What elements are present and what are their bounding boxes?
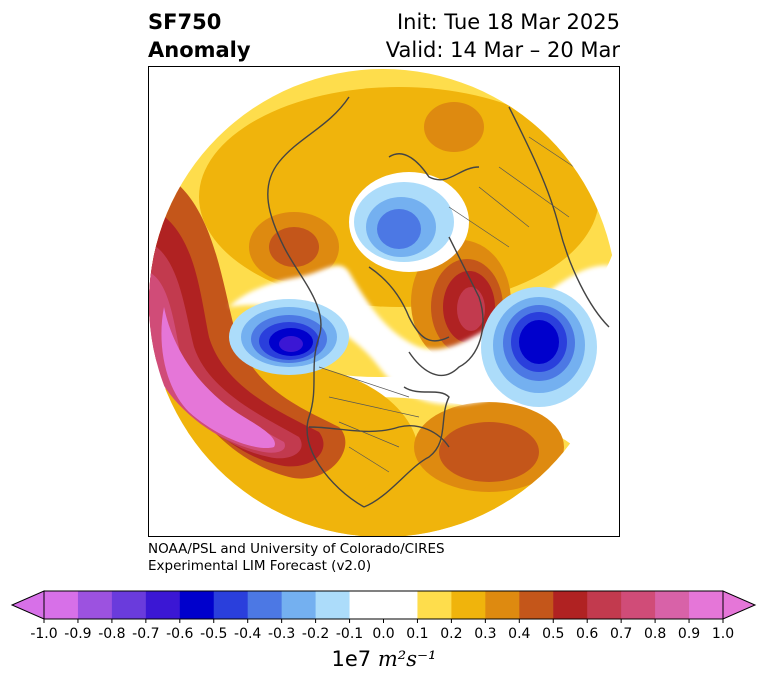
colorbar-tick-label: 0.2 <box>440 626 463 642</box>
colorbar-tick-label: 0.6 <box>576 626 599 642</box>
colorbar-swatch <box>281 591 317 619</box>
colorbar-swatch <box>417 591 452 619</box>
map-panel <box>148 66 620 537</box>
colorbar-swatch <box>145 591 181 619</box>
colorbar-tick-label: 0.3 <box>474 626 497 642</box>
units-expression: m²s⁻¹ <box>377 647 437 671</box>
colorbar-tick-label: -0.1 <box>335 626 364 642</box>
colorbar-tick-label: -1.0 <box>30 626 58 642</box>
colorbar-extend-max <box>722 590 757 620</box>
colorbar-tick-label: -0.5 <box>200 626 228 642</box>
colorbar-units: 1e7 m²s⁻¹ <box>332 647 437 671</box>
colorbar-swatch <box>111 591 147 619</box>
title-block-left: SF750 Anomaly <box>148 8 251 64</box>
negative-anomaly-regions <box>229 172 617 407</box>
coastlines <box>267 96 610 508</box>
title-block-right: Init: Tue 18 Mar 2025 Valid: 14 Mar – 20… <box>386 8 620 64</box>
colorbar-tick-label: -0.3 <box>267 626 296 642</box>
colorbar-tick-label: -0.4 <box>234 626 262 642</box>
colorbar-swatch <box>179 591 215 619</box>
init-date: Init: Tue 18 Mar 2025 <box>396 10 620 34</box>
colorbar-tick-label: 0.9 <box>677 626 701 642</box>
colorbar-swatch <box>451 591 486 619</box>
colorbar-tick-label: 0.0 <box>372 626 395 642</box>
colorbar-tick-label: 0.1 <box>406 626 429 642</box>
credit-text: NOAA/PSL and University of Colorado/CIRE… <box>148 541 445 575</box>
credit-line-1: NOAA/PSL and University of Colorado/CIRE… <box>148 541 445 557</box>
colorbar-swatch <box>689 591 724 619</box>
valid-range: Valid: 14 Mar – 20 Mar <box>385 38 620 62</box>
colorbar-tick-label: 0.7 <box>610 626 633 642</box>
units-base: 1e7 <box>331 647 372 671</box>
colorbar-tick-label: -0.9 <box>64 626 92 642</box>
colorbar-tick-label: 0.5 <box>542 626 565 642</box>
colorbar-swatch <box>587 591 622 619</box>
colorbar <box>10 590 757 623</box>
colorbar-swatch <box>349 591 384 619</box>
colorbar-tick-label: 0.4 <box>508 626 531 642</box>
colorbar-swatch <box>44 591 79 619</box>
colorbar-tick-label: 0.8 <box>643 626 667 642</box>
colorbar-swatch <box>485 591 520 619</box>
colorbar-swatch <box>383 591 418 619</box>
colorbar-swatch <box>315 591 351 619</box>
colorbar-swatch <box>247 591 283 619</box>
colorbar-tick-label: -0.6 <box>166 626 194 642</box>
colorbar-extend-min <box>10 590 45 620</box>
credit-line-2: Experimental LIM Forecast (v2.0) <box>148 558 372 574</box>
colorbar-tick-label: 1.0 <box>711 626 735 642</box>
colorbar-swatch <box>621 591 656 619</box>
colorbar-tick-label: -0.7 <box>132 626 160 642</box>
colorbar-swatch <box>655 591 690 619</box>
colorbar-swatch <box>213 591 249 619</box>
colorbar-swatch <box>519 591 554 619</box>
colorbar-swatch <box>553 591 588 619</box>
colorbar-tick-label: -0.8 <box>98 626 126 642</box>
anomaly-map <box>149 69 617 536</box>
variable-title: SF750 <box>148 10 222 34</box>
colorbar-tick-label: -0.2 <box>301 626 330 642</box>
anomaly-subtitle: Anomaly <box>148 38 251 62</box>
colorbar-swatch <box>77 591 113 619</box>
